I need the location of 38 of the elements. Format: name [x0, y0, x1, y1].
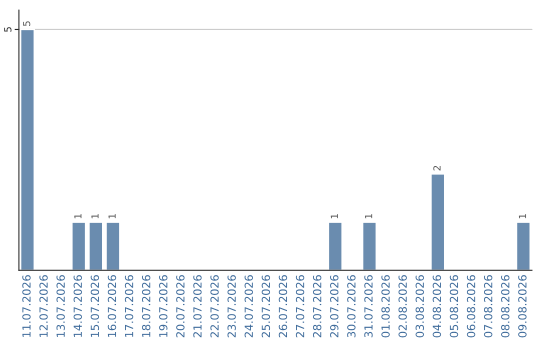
x-tick-label: 12.07.2026 [39, 275, 48, 337]
x-tick-label: 29.07.2026 [330, 275, 338, 338]
data-label: 1 [74, 214, 82, 218]
x-tick-label: 30.07.2026 [347, 275, 356, 338]
x-tick-label: 19.07.2026 [159, 275, 168, 337]
x-tick-label: 08.08.2026 [501, 275, 510, 338]
x-tick-label: 16.07.2026 [108, 275, 116, 337]
x-tick-label: 06.08.2026 [466, 275, 476, 338]
data-label: 1 [365, 214, 372, 218]
x-tick-label: 01.08.2026 [381, 275, 390, 338]
data-label: 5 [23, 21, 30, 26]
x-tick-label: 22.07.2026 [210, 275, 219, 338]
x-tick-label: 28.07.2026 [312, 275, 322, 338]
data-label: 2 [433, 166, 441, 170]
x-tick-label: 17.07.2026 [124, 275, 134, 337]
x-tick-label: 26.07.2026 [278, 275, 288, 338]
x-tick-label: 07.08.2026 [484, 275, 492, 338]
x-tick-label: 25.07.2026 [262, 275, 270, 338]
x-tick-label: 20.07.2026 [176, 275, 185, 338]
x-tick-label: 09.08.2026 [518, 275, 527, 338]
x-tick-label: 05.08.2026 [450, 275, 458, 338]
x-tick-label: 27.07.2026 [296, 275, 304, 338]
x-tick-label: 14.07.2026 [74, 275, 82, 337]
x-tick-label: 15.07.2026 [90, 275, 100, 337]
x-tick-label: 13.07.2026 [56, 275, 65, 337]
data-label: 1 [108, 214, 116, 218]
x-tick-label: 21.07.2026 [193, 275, 202, 338]
x-tick-label: 03.08.2026 [416, 275, 424, 338]
x-tick-label: 31.07.2026 [364, 275, 373, 338]
x-tick-label: 23.07.2026 [227, 275, 236, 338]
data-label: 1 [518, 214, 526, 218]
x-tick-label: 11.07.2026 [22, 275, 31, 337]
x-tick-label: 18.07.2026 [142, 275, 150, 337]
x-tick-label: 04.08.2026 [432, 275, 442, 338]
data-label: 1 [330, 214, 338, 218]
x-tick-label: 24.07.2026 [244, 275, 253, 338]
data-label: 1 [91, 214, 99, 218]
x-tick-label: 02.08.2026 [398, 275, 407, 338]
